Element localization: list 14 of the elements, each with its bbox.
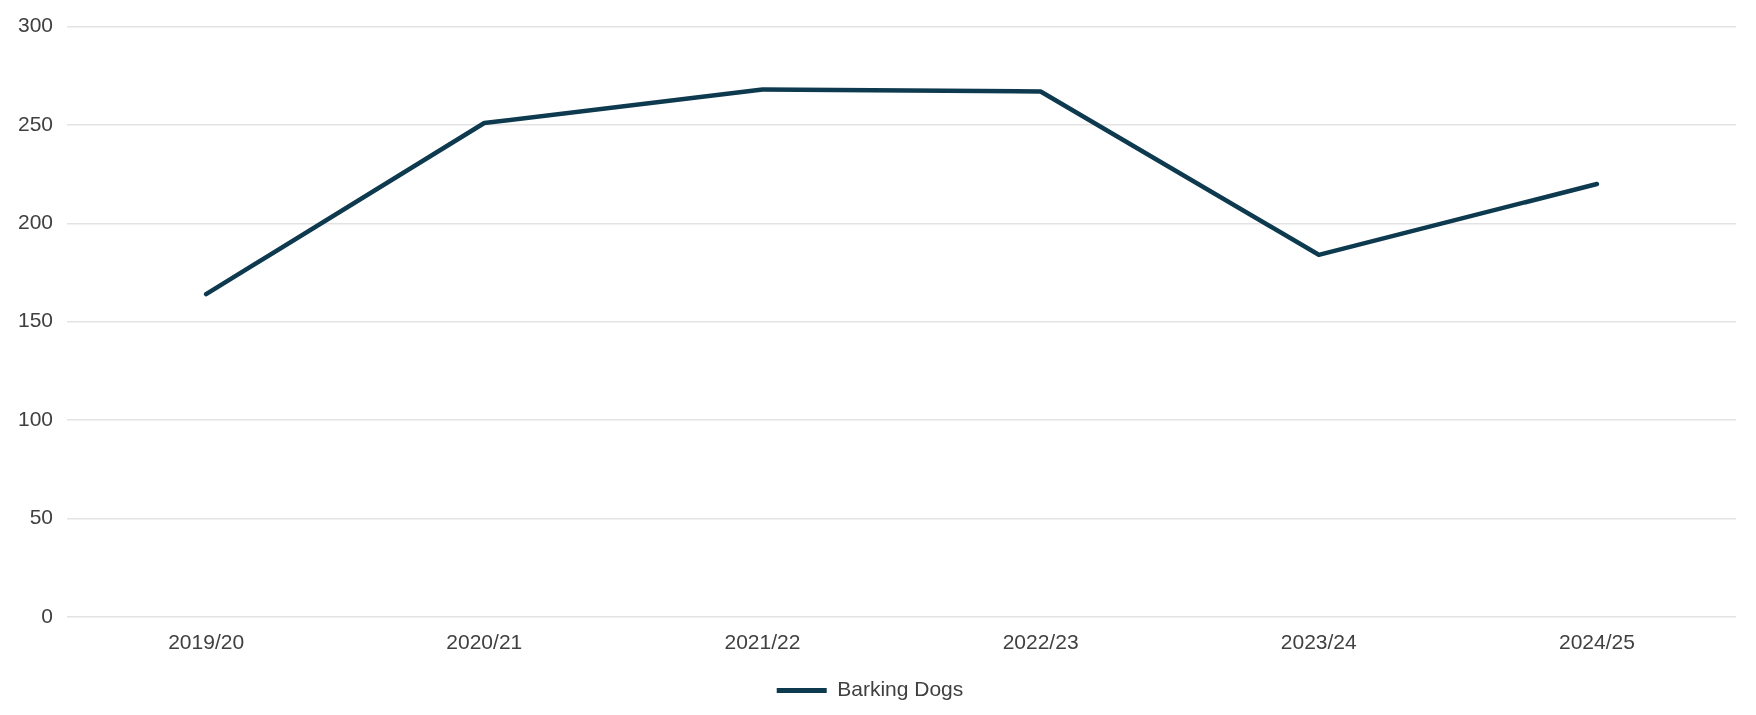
x-tick-label: 2024/25	[1558, 630, 1635, 654]
x-tick-label: 2023/24	[1280, 630, 1358, 654]
x-tick-label: 2020/21	[446, 630, 523, 654]
y-tick-label: 250	[17, 111, 54, 135]
x-tick-label: 2022/23	[1002, 630, 1079, 654]
x-tick-label: 2019/20	[168, 630, 245, 654]
y-tick-label: 200	[17, 210, 54, 234]
y-tick-label: 100	[17, 406, 54, 430]
y-tick-label: 50	[29, 505, 54, 529]
legend-label: Barking Dogs	[837, 677, 964, 701]
x-tick-label: 2021/22	[724, 630, 801, 654]
y-tick-label: 150	[17, 308, 54, 332]
y-tick-label: 0	[41, 603, 54, 627]
y-tick-label: 300	[17, 13, 54, 37]
